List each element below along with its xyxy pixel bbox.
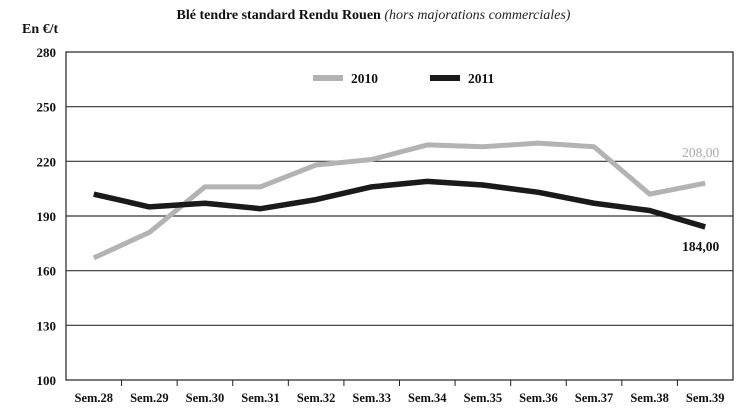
x-tick-label: Sem.33 (352, 391, 391, 405)
x-tick-label: Sem.36 (519, 391, 558, 405)
x-tick-label: Sem.29 (130, 391, 169, 405)
x-tick-label: Sem.38 (630, 391, 669, 405)
x-tick-label: Sem.37 (575, 391, 614, 405)
x-tick-label: Sem.31 (241, 391, 280, 405)
y-tick-label: 280 (37, 45, 57, 60)
x-tick-label: Sem.30 (186, 391, 225, 405)
data-label-2011: 184,00 (682, 239, 719, 254)
y-tick-label: 250 (37, 100, 57, 115)
chart-title-main: Blé tendre standard Rendu Rouen (176, 8, 381, 23)
data-label-2010: 208,00 (682, 145, 719, 160)
x-tick-label: Sem.35 (464, 391, 503, 405)
series-line-2011 (93, 178, 706, 230)
y-tick-label: 160 (37, 264, 57, 279)
chart-subtitle: (hors majorations commerciales) (384, 8, 571, 23)
series-line-2010 (92, 140, 706, 261)
legend-label-2010: 2010 (351, 71, 378, 86)
y-tick-label: 220 (37, 154, 57, 169)
chart-title: Blé tendre standard Rendu Rouen (hors ma… (0, 8, 747, 24)
y-axis-label: En €/t (22, 22, 59, 37)
x-tick-label: Sem.34 (408, 391, 447, 405)
y-tick-label: 100 (37, 373, 57, 388)
x-tick-label: Sem.39 (686, 391, 725, 405)
y-tick-label: 130 (37, 318, 57, 333)
x-tick-label: Sem.32 (297, 391, 336, 405)
x-tick-label: Sem.28 (75, 391, 114, 405)
y-tick-label: 190 (37, 209, 57, 224)
legend-label-2011: 2011 (468, 71, 495, 86)
